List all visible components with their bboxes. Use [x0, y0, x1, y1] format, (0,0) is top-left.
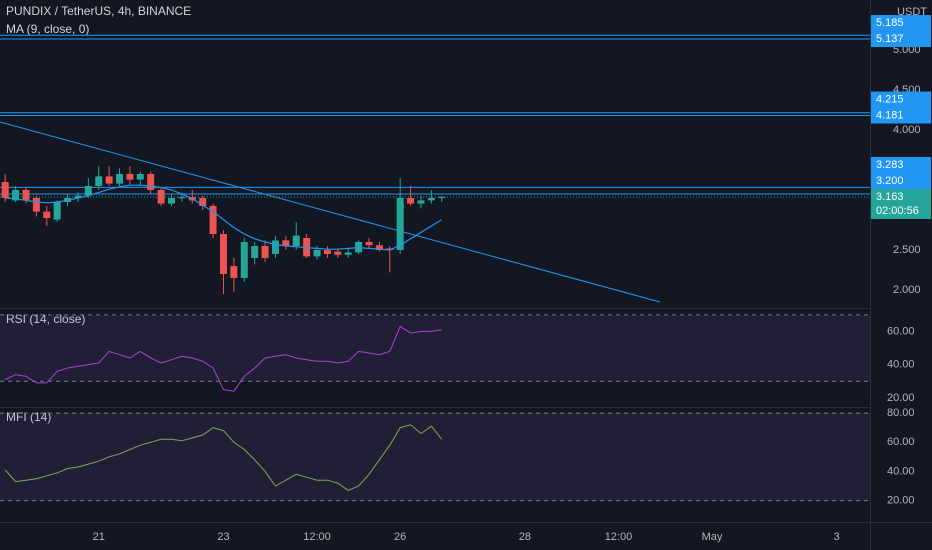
- candle-body: [344, 252, 352, 255]
- price-label-bg: [871, 172, 931, 189]
- candle-body: [168, 198, 176, 204]
- candle-body: [271, 240, 279, 254]
- y-tick-label: 60.00: [887, 325, 915, 337]
- y-tick-label: 20.00: [887, 494, 915, 506]
- candle-body: [240, 242, 248, 278]
- price-label-bg: [871, 31, 931, 48]
- candle-body: [199, 198, 207, 206]
- y-tick-label: 20.00: [887, 392, 915, 404]
- y-tick-label: 80.00: [887, 407, 915, 419]
- countdown: 02:00:56: [876, 205, 919, 217]
- candle-body: [22, 190, 30, 201]
- candle-body: [116, 174, 124, 184]
- y-tick-label: 40.00: [887, 465, 915, 477]
- candle-body: [209, 206, 217, 234]
- candle-body: [74, 195, 82, 198]
- price-label: 4.215: [876, 93, 904, 105]
- currency-label: USDT: [897, 6, 927, 18]
- x-tick-label: 26: [394, 531, 406, 543]
- candle-body: [438, 196, 446, 198]
- candle-body: [84, 186, 92, 196]
- candle-body: [375, 245, 383, 250]
- candle-body: [95, 176, 103, 186]
- candle-body: [292, 235, 300, 246]
- price-label-bg: [871, 91, 931, 108]
- price-label: 3.163: [876, 191, 904, 203]
- x-tick-label: 23: [217, 531, 229, 543]
- y-tick-label: 2.000: [893, 284, 921, 296]
- x-tick-label: 12:00: [303, 531, 331, 543]
- price-label-bg: [871, 15, 931, 32]
- candle-body: [323, 250, 331, 254]
- candle-body: [126, 174, 134, 180]
- x-tick-label: 12:00: [605, 531, 633, 543]
- x-tick-label: 3: [834, 531, 840, 543]
- rsi-title: RSI (14, close): [6, 312, 85, 326]
- candle-body: [178, 197, 186, 199]
- candle-body: [12, 190, 20, 201]
- candle-body: [136, 174, 144, 180]
- candle-body: [427, 198, 435, 201]
- candle-body: [334, 251, 342, 255]
- candle-body: [219, 234, 227, 274]
- candle-body: [230, 266, 238, 278]
- price-label-bg: [871, 188, 931, 219]
- price-label: 5.137: [876, 33, 904, 45]
- candle-body: [407, 198, 415, 204]
- candle-body: [313, 250, 321, 257]
- y-tick-label: 60.00: [887, 436, 915, 448]
- price-label: 3.200: [876, 175, 904, 187]
- candle-body: [417, 200, 425, 204]
- price-label-bg: [871, 156, 931, 173]
- candle-body: [261, 246, 269, 258]
- candle-body: [282, 240, 290, 246]
- candle-body: [396, 198, 404, 250]
- indicator-line: [4, 325, 442, 392]
- candle-body: [32, 198, 40, 212]
- candle-body: [386, 248, 394, 250]
- candle-body: [251, 246, 259, 258]
- mfi-title: MFI (14): [6, 410, 51, 424]
- chart-title: PUNDIX / TetherUS, 4h, BINANCE: [6, 4, 191, 18]
- band-fill: [0, 413, 870, 501]
- price-label: 5.185: [876, 17, 904, 29]
- price-label: 4.181: [876, 109, 904, 121]
- candle-body: [365, 242, 373, 246]
- ma-legend: MA (9, close, 0): [6, 22, 89, 36]
- y-tick-label: 4.000: [893, 124, 921, 136]
- candle-body: [147, 174, 155, 190]
- band-fill: [0, 314, 870, 382]
- y-tick-label: 40.00: [887, 359, 915, 371]
- price-label: 3.283: [876, 159, 904, 171]
- candle-body: [53, 202, 61, 220]
- candle-body: [157, 190, 165, 204]
- ma-line: [5, 184, 443, 251]
- x-tick-label: 21: [93, 531, 105, 543]
- candle-body: [43, 211, 51, 218]
- x-tick-label: 28: [519, 531, 531, 543]
- trendline: [0, 121, 661, 303]
- y-tick-label: 2.500: [893, 244, 921, 256]
- candle-body: [105, 176, 113, 184]
- candle-body: [1, 182, 9, 198]
- indicator-line: [4, 424, 443, 491]
- x-tick-label: May: [702, 531, 723, 543]
- price-label-bg: [871, 107, 931, 124]
